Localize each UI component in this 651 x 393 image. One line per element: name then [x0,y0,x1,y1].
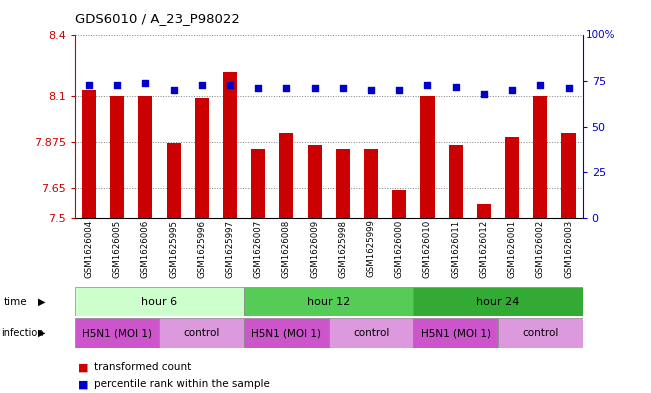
Text: percentile rank within the sample: percentile rank within the sample [94,379,270,389]
Text: H5N1 (MOI 1): H5N1 (MOI 1) [251,328,322,338]
Point [422,82,433,88]
Bar [195,98,209,218]
Point [281,85,292,92]
Bar [244,318,329,348]
Point [394,87,404,94]
Point [450,83,461,90]
Text: transformed count: transformed count [94,362,191,373]
Point [366,87,376,94]
Text: ■: ■ [78,379,89,389]
Bar [279,133,294,218]
Point [140,80,150,86]
Point [225,82,235,88]
Bar [449,145,463,218]
Point [507,87,518,94]
Bar [82,90,96,218]
Text: hour 24: hour 24 [477,297,519,307]
Point [535,82,546,88]
Bar [139,96,152,218]
Bar [167,143,181,218]
Point [253,85,264,92]
Bar [413,287,583,316]
Text: time: time [3,297,27,307]
Point [197,82,207,88]
Text: infection: infection [1,328,43,338]
Point [563,85,574,92]
Text: ▶: ▶ [38,297,46,307]
Point [478,91,489,97]
Point [338,85,348,92]
Bar [244,287,413,316]
Bar [251,149,266,218]
Bar [329,318,413,348]
Bar [498,318,583,348]
Bar [561,133,575,218]
Text: H5N1 (MOI 1): H5N1 (MOI 1) [421,328,491,338]
Bar [159,318,244,348]
Bar [477,204,491,218]
Bar [307,145,322,218]
Point [112,82,122,88]
Bar [336,149,350,218]
Bar [421,96,435,218]
Bar [533,96,547,218]
Point [84,82,94,88]
Text: control: control [184,328,220,338]
Text: 100%: 100% [586,30,615,40]
Bar [75,318,159,348]
Text: ■: ■ [78,362,89,373]
Bar [110,96,124,218]
Text: H5N1 (MOI 1): H5N1 (MOI 1) [82,328,152,338]
Bar [392,190,406,218]
Bar [364,149,378,218]
Bar [413,318,498,348]
Point [309,85,320,92]
Text: GDS6010 / A_23_P98022: GDS6010 / A_23_P98022 [75,12,240,25]
Text: control: control [353,328,389,338]
Text: control: control [522,328,559,338]
Bar [223,72,237,218]
Text: hour 6: hour 6 [141,297,178,307]
Text: ▶: ▶ [38,328,46,338]
Bar [75,287,244,316]
Text: hour 12: hour 12 [307,297,350,307]
Point [169,87,179,94]
Bar [505,137,519,218]
